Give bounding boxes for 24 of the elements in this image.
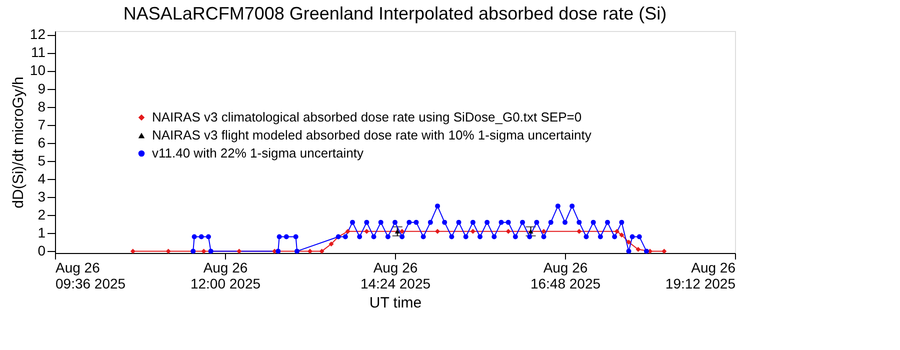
x-tick-label: Aug 26 19:12 2025	[665, 260, 736, 292]
x-axis-title: UT time	[369, 294, 422, 312]
y-tick-label: 6	[38, 134, 46, 150]
y-tick-label: 3	[38, 188, 46, 205]
y-tick-label: 7	[38, 116, 46, 132]
y-tick-label: 11	[30, 44, 46, 60]
chart-title: NASALaRCFM7008 Greenland Interpolated absorbed dose rate (Si)	[123, 4, 667, 24]
y-tick-label: 5	[38, 152, 46, 168]
y-tick-label: 10	[30, 62, 46, 78]
y-tick-label: 8	[38, 98, 46, 114]
y-tick-label: 4	[38, 170, 46, 186]
legend-label: v11.40 with 22% 1-sigma uncertainty	[152, 146, 364, 160]
y-tick-label: 2	[38, 206, 46, 223]
y-axis-title: dD(Si)/dt microGy/h	[10, 76, 27, 208]
legend-label: NAIRAS v3 flight modeled absorbed dose rate with 10% 1-sigma uncertainty	[152, 128, 592, 142]
x-tick-label: Aug 26 16:48 2025	[530, 260, 601, 292]
y-tick-label: 0	[38, 242, 46, 259]
legend-label: NAIRAS v3 climatological absorbed dose rate using SiDose_G0.txt SEP=0	[152, 110, 582, 124]
y-tick-label: 9	[38, 80, 46, 96]
y-tick-label: 12	[30, 26, 46, 42]
y-tick-label: 1	[38, 224, 46, 241]
x-tick-label: Aug 26 09:36 2025	[56, 260, 126, 292]
x-tick-label: Aug 26 14:24 2025	[360, 260, 431, 292]
x-tick-label: Aug 26 12:00 2025	[190, 260, 261, 292]
